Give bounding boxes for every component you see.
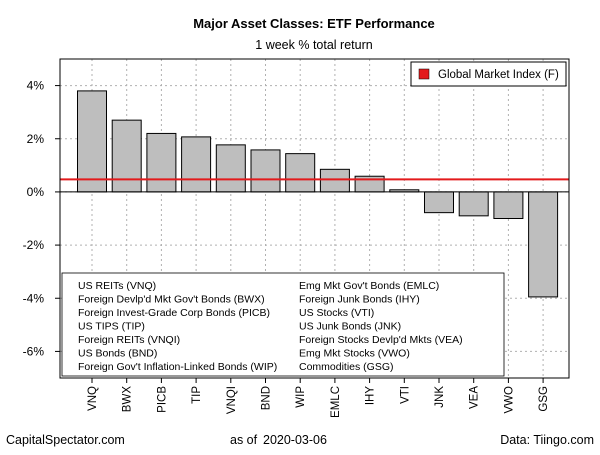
- x-tick-label: VTI: [399, 386, 411, 404]
- footer-date-prefix: as of: [230, 433, 258, 447]
- bar-jnk: [424, 191, 454, 214]
- bar-tip: [181, 136, 212, 193]
- plot-border: [59, 58, 570, 379]
- bar-picb: [146, 132, 177, 193]
- x-tick-label: VNQ: [87, 386, 99, 411]
- y-tick-label: -4%: [23, 291, 45, 305]
- chart-subtitle: 1 week % total return: [255, 38, 372, 52]
- bar-emlc: [319, 168, 350, 193]
- legend-swatch: [418, 68, 430, 80]
- x-tick-label: WIP: [295, 386, 307, 408]
- legend-label: Global Market Index (F): [438, 69, 559, 81]
- ticker-key-entries: US REITs (VNQ) Foreign Devlp'd Mkt Gov't …: [78, 280, 463, 373]
- ticker-key-entry: Emg Mkt Gov't Bonds (EMLC): [299, 280, 439, 292]
- ticker-key-entry: US TIPS (TIP): [78, 321, 145, 333]
- ticker-key-entry: Foreign Junk Bonds (IHY): [299, 294, 420, 306]
- bar-wip: [285, 153, 316, 193]
- x-tick-label: PICB: [156, 386, 168, 413]
- bar-bwx: [111, 119, 142, 193]
- y-tick-label: 2%: [27, 132, 45, 146]
- bar-vwo: [493, 191, 524, 220]
- legend-box: [410, 61, 567, 87]
- chart-title: Major Asset Classes: ETF Performance: [193, 16, 435, 31]
- bar-vea: [458, 191, 489, 217]
- ticker-key-entry: Foreign Gov't Inflation-Linked Bonds (WI…: [78, 361, 277, 373]
- x-tick-label: EMLC: [330, 386, 342, 418]
- y-tick-label: 0%: [27, 185, 45, 199]
- ticker-key: US REITs (VNQ) Foreign Devlp'd Mkt Gov't …: [61, 272, 505, 377]
- x-tick-label: TIP: [191, 386, 203, 404]
- ticker-key-entry: Commodities (GSG): [299, 361, 394, 373]
- x-tick-label: VWO: [503, 386, 515, 414]
- x-tick-label: GSG: [538, 386, 550, 412]
- ticker-key-entry: Foreign Invest-Grade Corp Bonds (PICB): [78, 307, 270, 319]
- ticker-key-entry: Foreign REITs (VNQI): [78, 334, 180, 346]
- x-axis: VNQ BWX PICB TIP VNQI BND WIP EMLC IHY VTI JNK VEA V…: [87, 378, 550, 418]
- ticker-key-entry: US Stocks (VTI): [299, 307, 374, 319]
- bars-layer: [60, 90, 569, 298]
- footer-source-right: Data: Tiingo.com: [500, 433, 594, 447]
- ticker-key-entry: US Bonds (BND): [78, 348, 157, 360]
- ticker-key-entry: US Junk Bonds (JNK): [299, 321, 401, 333]
- y-tick-label: -6%: [23, 344, 45, 358]
- x-tick-label: BWX: [122, 386, 134, 413]
- ticker-key-entry: Foreign Stocks Devlp'd Mkts (VEA): [299, 334, 463, 346]
- y-tick-label: 4%: [27, 79, 45, 93]
- footer-date: 2020-03-06: [263, 433, 327, 447]
- bar-vnq: [77, 90, 107, 193]
- ticker-key-box: [61, 272, 505, 377]
- legend: Global Market Index (F): [410, 61, 567, 87]
- x-tick-label: JNK: [434, 386, 446, 408]
- footer-source-left: CapitalSpectator.com: [6, 433, 125, 447]
- x-tick-label: BND: [261, 386, 273, 410]
- ticker-key-entry: US REITs (VNQ): [78, 280, 156, 292]
- y-tick-label: -2%: [23, 238, 45, 252]
- ticker-key-entry: Foreign Devlp'd Mkt Gov't Bonds (BWX): [78, 294, 265, 306]
- x-tick-label: IHY: [365, 386, 377, 406]
- x-tick-label: VEA: [469, 386, 481, 409]
- x-tick-label: VNQI: [226, 386, 238, 414]
- ticker-key-entry: Emg Mkt Stocks (VWO): [299, 348, 410, 360]
- bar-gsg: [528, 191, 559, 298]
- y-axis: -6% -4% -2% 0% 2% 4%: [23, 79, 60, 358]
- bar-vnqi: [215, 144, 246, 193]
- bar-bnd: [250, 149, 281, 193]
